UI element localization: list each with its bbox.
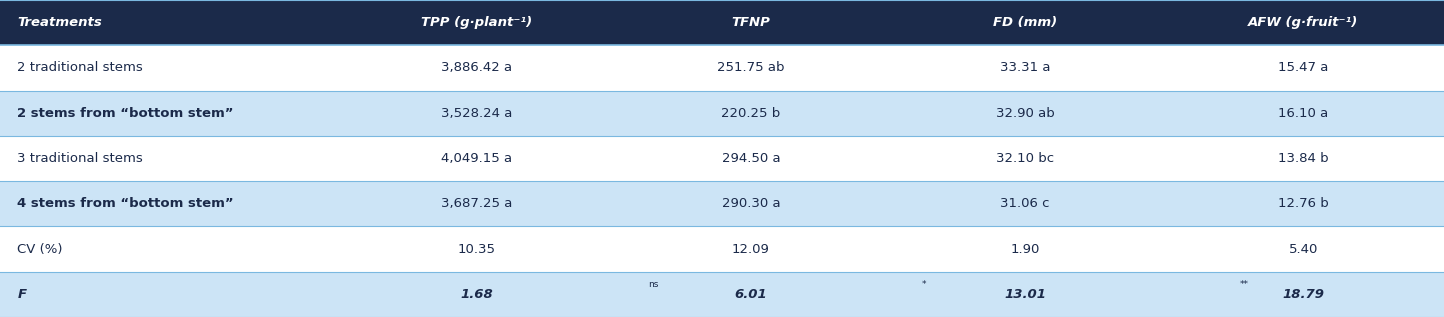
Bar [0, 226, 1444, 272]
Text: 13.84 b: 13.84 b [1278, 152, 1328, 165]
Text: 18.79: 18.79 [1282, 288, 1324, 301]
Text: 32.10 bc: 32.10 bc [996, 152, 1054, 165]
Text: 33.31 a: 33.31 a [1001, 61, 1050, 74]
Text: CV (%): CV (%) [17, 243, 64, 256]
Bar [0, 272, 1444, 317]
Text: 1.90: 1.90 [1011, 243, 1040, 256]
Text: 4,049.15 a: 4,049.15 a [440, 152, 513, 165]
Bar [0, 91, 1444, 136]
Text: TFNP: TFNP [732, 16, 770, 29]
Text: 4 stems from “bottom stem”: 4 stems from “bottom stem” [17, 197, 234, 210]
Text: 16.10 a: 16.10 a [1278, 107, 1328, 120]
Text: 3 traditional stems: 3 traditional stems [17, 152, 143, 165]
Text: 3,528.24 a: 3,528.24 a [440, 107, 513, 120]
Text: 251.75 ab: 251.75 ab [718, 61, 784, 74]
Text: Treatments: Treatments [17, 16, 103, 29]
Text: 6.01: 6.01 [735, 288, 767, 301]
Text: 220.25 b: 220.25 b [721, 107, 781, 120]
Text: 32.90 ab: 32.90 ab [996, 107, 1054, 120]
Text: 10.35: 10.35 [458, 243, 495, 256]
Text: 3,886.42 a: 3,886.42 a [440, 61, 513, 74]
Text: 2 stems from “bottom stem”: 2 stems from “bottom stem” [17, 107, 234, 120]
Bar [0, 45, 1444, 91]
Text: TPP (g·plant⁻¹): TPP (g·plant⁻¹) [422, 16, 531, 29]
Text: 15.47 a: 15.47 a [1278, 61, 1328, 74]
Text: *: * [923, 280, 927, 289]
Bar [0, 136, 1444, 181]
Text: F: F [17, 288, 26, 301]
Text: 1.68: 1.68 [461, 288, 492, 301]
Text: 12.76 b: 12.76 b [1278, 197, 1328, 210]
Text: 290.30 a: 290.30 a [722, 197, 780, 210]
Text: 13.01: 13.01 [1004, 288, 1047, 301]
Text: ns: ns [648, 280, 658, 289]
Text: **: ** [1239, 280, 1248, 289]
Text: 2 traditional stems: 2 traditional stems [17, 61, 143, 74]
Text: 31.06 c: 31.06 c [1001, 197, 1050, 210]
Text: 5.40: 5.40 [1288, 243, 1318, 256]
Text: 3,687.25 a: 3,687.25 a [440, 197, 513, 210]
Text: FD (mm): FD (mm) [993, 16, 1057, 29]
Text: 294.50 a: 294.50 a [722, 152, 780, 165]
Text: 12.09: 12.09 [732, 243, 770, 256]
Bar [0, 0, 1444, 45]
Bar [0, 181, 1444, 226]
Text: AFW (g·fruit⁻¹): AFW (g·fruit⁻¹) [1248, 16, 1359, 29]
